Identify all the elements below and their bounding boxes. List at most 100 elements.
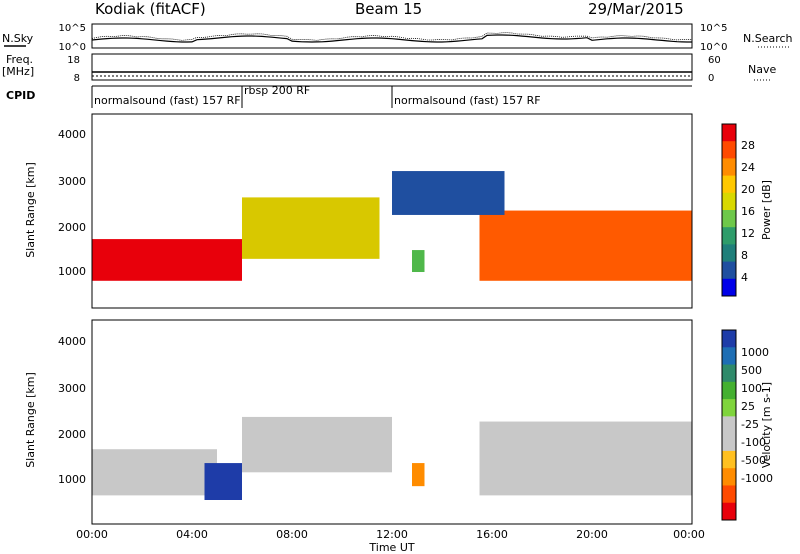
xtick-2: 08:00: [276, 528, 308, 541]
power-yticks: 4000 3000 2000 1000: [58, 128, 86, 278]
velocity-panel-frame: [91, 319, 693, 525]
power-colorbar-swatch: [722, 158, 736, 177]
xtick-3: 12:00: [376, 528, 408, 541]
velocity-colorbar-swatch: [722, 330, 736, 348]
power-echo-block: [392, 171, 505, 215]
noise-left-tick-top: 10^5: [59, 23, 86, 34]
velocity-colorbar-swatch: [722, 450, 736, 469]
velocity-colorbar-label: Velocity [m s-1]: [760, 382, 773, 468]
beam-label: Beam 15: [355, 0, 422, 18]
freq-label-line2: [MHz]: [2, 65, 34, 78]
noise-right-tick-top: 10^5: [700, 23, 727, 34]
velocity-colorbar-swatch: [722, 416, 736, 435]
xtick-6: 00:00: [673, 528, 705, 541]
power-colorbar-swatch: [722, 175, 736, 194]
velocity-yticks: 4000 3000 2000 1000: [58, 335, 86, 486]
power-ytick-2000: 2000: [58, 221, 86, 234]
power-colorbar-swatch: [722, 124, 736, 142]
velocity-ytick-2000: 2000: [58, 428, 86, 441]
power-colorbar-swatch: [722, 227, 736, 245]
velocity-colorbar-swatch: [722, 364, 736, 383]
velocity-colorbar-swatch: [722, 433, 736, 452]
power-colorbar-ticks: 28 24 20 16 12 8 4: [741, 139, 755, 284]
power-cbar-tick-16: 16: [741, 205, 755, 218]
velocity-colorbar-swatch: [722, 502, 736, 521]
velocity-cbar-tick-25: 25: [741, 400, 755, 413]
freq-label-line1: Freq.: [6, 53, 33, 66]
time-axis: 00:00 04:00 08:00 12:00 16:00 20:00 00:0…: [76, 528, 705, 541]
xtick-1: 04:00: [176, 528, 208, 541]
velocity-cbar-tick-neg1000: -1000: [741, 472, 773, 485]
power-cbar-tick-20: 20: [741, 183, 755, 196]
noise-left-label: N.Sky: [2, 32, 34, 45]
power-cbar-tick-12: 12: [741, 227, 755, 240]
power-colorbar: [722, 124, 736, 297]
xtick-4: 16:00: [476, 528, 508, 541]
noise-sky-line: [91, 34, 692, 43]
power-ylabel: Slant Range [km]: [24, 162, 37, 258]
cpid-segment-3: normalsound (fast) 157 RF: [394, 94, 541, 107]
noise-left-tick-bottom: 10^0: [59, 42, 86, 53]
power-colorbar-swatch: [722, 141, 736, 159]
velocity-echo-block: [242, 416, 392, 473]
power-colorbar-swatch: [722, 261, 736, 280]
velocity-cbar-tick-500: 500: [741, 364, 762, 377]
freq-left-tick-top: 18: [67, 55, 80, 66]
nave-label: Nave: [748, 63, 776, 76]
power-panel-frame: [91, 113, 693, 309]
cpid-segment-1: normalsound (fast) 157 RF: [94, 94, 241, 107]
power-ytick-3000: 3000: [58, 175, 86, 188]
power-colorbar-label: Power [dB]: [760, 180, 773, 240]
xaxis-label: Time UT: [368, 541, 414, 554]
power-cbar-tick-24: 24: [741, 161, 755, 174]
freq-right-tick-bottom: 0: [708, 73, 714, 84]
velocity-cbar-tick-neg25: -25: [741, 418, 759, 431]
noise-right-label: N.Search: [743, 32, 793, 45]
velocity-echo-block: [479, 421, 692, 496]
power-echo-block: [479, 210, 692, 281]
velocity-colorbar-swatch: [722, 347, 736, 366]
power-colorbar-swatch: [722, 210, 736, 228]
radar-title: Kodiak (fitACF): [95, 0, 206, 18]
power-echo-block: [92, 239, 242, 281]
power-colorbar-frame: [721, 123, 737, 297]
power-colorbar-swatch: [722, 278, 736, 297]
xtick-5: 20:00: [576, 528, 608, 541]
velocity-colorbar-frame: [721, 329, 737, 521]
velocity-ytick-3000: 3000: [58, 382, 86, 395]
velocity-colorbar-swatch: [722, 399, 736, 417]
cpid-label: CPID: [6, 89, 35, 102]
velocity-cbar-tick-1000: 1000: [741, 346, 769, 359]
velocity-colorbar-swatch: [722, 485, 736, 504]
power-colorbar-swatch: [722, 192, 736, 211]
noise-panel: [91, 23, 693, 49]
power-cbar-tick-8: 8: [741, 249, 748, 262]
velocity-ytick-4000: 4000: [58, 335, 86, 348]
power-echo-block: [242, 197, 380, 259]
noise-right-tick-bottom: 10^0: [700, 42, 727, 53]
velocity-echo-block: [92, 449, 217, 496]
velocity-cbar-tick-100: 100: [741, 382, 762, 395]
velocity-echo-block: [204, 463, 242, 500]
velocity-cbar-tick-neg100: -100: [741, 436, 766, 449]
velocity-ytick-1000: 1000: [58, 473, 86, 486]
power-echo-block: [412, 250, 425, 273]
velocity-colorbar-swatch: [722, 381, 736, 400]
power-cbar-tick-28: 28: [741, 139, 755, 152]
xtick-0: 00:00: [76, 528, 108, 541]
power-echo-layer: [92, 171, 692, 281]
power-ytick-4000: 4000: [58, 128, 86, 141]
velocity-colorbar: [722, 330, 736, 521]
power-colorbar-swatch: [722, 244, 736, 263]
velocity-colorbar-ticks: 1000 500 100 25 -25 -100 -500 -1000: [741, 346, 773, 485]
freq-panel: [91, 53, 693, 81]
velocity-cbar-tick-neg500: -500: [741, 454, 766, 467]
freq-right-tick-top: 60: [708, 55, 721, 66]
velocity-colorbar-swatch: [722, 468, 736, 486]
velocity-echo-layer: [92, 416, 692, 500]
power-ytick-1000: 1000: [58, 265, 86, 278]
cpid-segment-2: rbsp 200 RF: [244, 84, 310, 97]
noise-search-line: [91, 32, 693, 41]
date-label: 29/Mar/2015: [588, 0, 684, 18]
